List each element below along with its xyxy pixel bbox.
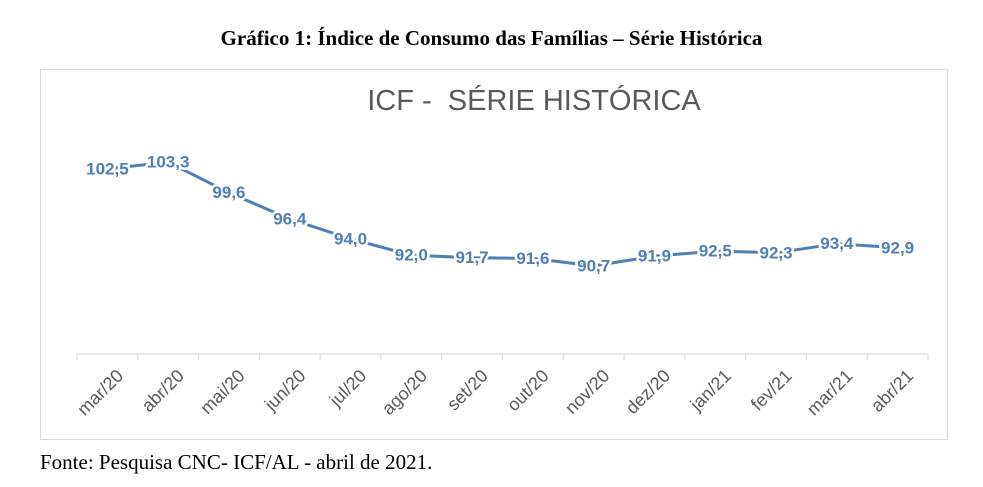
x-tick-label: ago/20 [378, 366, 431, 419]
data-label: 92,9 [881, 238, 914, 257]
data-label: 94,0 [334, 229, 367, 248]
chart-frame [40, 69, 948, 440]
data-label-halo: 102,5 [86, 159, 129, 178]
x-tick-label: mar/20 [73, 366, 127, 420]
figure-caption: Gráfico 1: Índice de Consumo das Família… [220, 26, 763, 50]
data-label-halo: 90,7 [577, 256, 610, 275]
data-label: 91,6 [516, 249, 549, 268]
x-tick-label: mai/20 [196, 366, 248, 418]
data-label: 99,6 [212, 183, 245, 202]
data-label: 103,3 [147, 153, 190, 172]
data-label-halo: 92,0 [395, 246, 428, 265]
data-label-halo: 94,0 [334, 229, 367, 248]
data-label-halo: 92,5 [699, 242, 732, 261]
x-tick-label: set/20 [443, 366, 492, 415]
data-label-halo: 92,9 [881, 238, 914, 257]
data-label-halo: 99,6 [212, 183, 245, 202]
x-tick-label: jun/20 [260, 366, 310, 416]
data-label-halo: 91,9 [638, 247, 671, 266]
x-tick-label: abr/20 [138, 366, 188, 416]
data-label: 91,9 [638, 247, 671, 266]
data-label-halo: 103,3 [147, 153, 190, 172]
data-label: 92,0 [395, 246, 428, 265]
x-tick-label: nov/20 [561, 366, 613, 418]
data-label: 96,4 [273, 210, 307, 229]
data-label: 92,5 [699, 242, 732, 261]
series-line [105, 160, 900, 268]
data-label-halo: 91,7 [456, 248, 489, 267]
data-label: 92,3 [759, 243, 792, 262]
data-label: 93,4 [820, 234, 854, 253]
x-tick-label: mar/21 [803, 366, 857, 420]
data-label: 102,5 [86, 159, 129, 178]
data-label-halo: 92,3 [759, 243, 792, 262]
x-axis-tick-labels: mar/20 abr/20 mai/20 jun/20 jul/20 ago/20 set/… [73, 366, 917, 420]
data-label: 91,7 [456, 248, 489, 267]
data-label: 90,7 [577, 256, 610, 275]
x-tick-label: jan/21 [685, 366, 735, 416]
x-axis-ticks [76, 354, 929, 360]
x-tick-label: abr/21 [867, 366, 917, 416]
data-label-halo: 96,4 [273, 210, 307, 229]
data-label-halo: 91,6 [516, 249, 549, 268]
x-tick-label: out/20 [503, 366, 553, 416]
source-note: Fonte: Pesquisa CNC- ICF/AL - abril de 2… [40, 450, 433, 474]
x-tick-label: fev/21 [747, 366, 796, 415]
chart-title: ICF - SÉRIE HISTÓRICA [367, 84, 701, 117]
x-tick-label: dez/20 [622, 366, 674, 418]
data-label-halo: 93,4 [820, 234, 854, 253]
x-tick-label: jul/20 [325, 366, 370, 411]
